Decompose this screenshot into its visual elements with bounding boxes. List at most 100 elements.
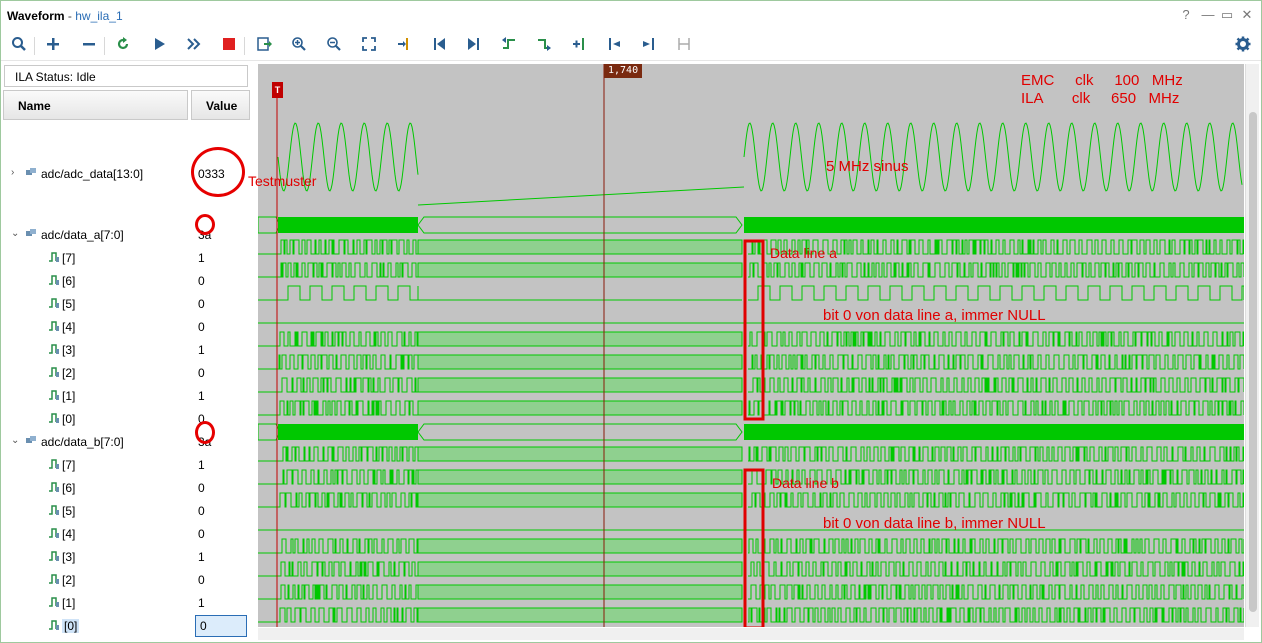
bus-icon <box>25 435 37 447</box>
toolbar <box>1 31 1261 61</box>
go-first-icon[interactable] <box>429 36 449 56</box>
minimize-icon[interactable]: — <box>1201 7 1215 22</box>
zoom-out-icon[interactable] <box>324 36 344 56</box>
signal-row-bit[interactable]: [4] 0 <box>1 316 256 338</box>
signal-row-bit[interactable]: [1] 1 <box>1 385 256 407</box>
expand-toggle-icon[interactable]: › <box>11 167 15 178</box>
stop-icon[interactable] <box>219 36 239 56</box>
signal-row-bit[interactable]: [0] 0 <box>1 408 256 430</box>
refresh-icon[interactable] <box>113 36 133 56</box>
vertical-scrollbar[interactable] <box>1245 64 1259 627</box>
data-a-bit-trace-hold <box>417 377 743 393</box>
signal-value: 1 <box>198 251 205 265</box>
signal-row-bit[interactable]: [1] 1 <box>1 592 256 614</box>
data-b-bit-trace-toggles <box>748 446 1244 462</box>
signal-value: 0 <box>198 573 205 587</box>
waveform-canvas[interactable] <box>258 64 1244 627</box>
prev-marker-icon[interactable] <box>604 36 624 56</box>
help-icon[interactable]: ? <box>1182 7 1190 22</box>
highlight-circle-data-a <box>195 214 215 235</box>
annotation-bit0-b: bit 0 von data line b, immer NULL <box>823 515 1046 532</box>
signal-row-bit[interactable]: [7] 1 <box>1 247 256 269</box>
annotation-data-line-b: Data line b <box>772 475 839 491</box>
data-b-bus-trace-segment <box>744 424 1244 440</box>
snap-icon[interactable] <box>674 36 694 56</box>
highlight-box-data-line-b <box>743 468 765 627</box>
signal-row-bit[interactable]: [2] 0 <box>1 569 256 591</box>
expand-toggle-icon[interactable]: ⌄ <box>11 435 20 446</box>
data-b-bit-trace-hold <box>417 469 743 485</box>
data-a-bit-trace-toggles <box>278 262 419 278</box>
signal-row-bit[interactable]: [0] 0 <box>1 615 256 637</box>
expand-toggle-icon[interactable]: ⌄ <box>11 228 20 239</box>
export-icon[interactable] <box>254 36 274 56</box>
bit-signal-icon <box>48 251 60 263</box>
trigger-marker[interactable]: T <box>272 82 283 98</box>
data-a-bit-trace-toggles <box>748 354 1244 370</box>
signal-value: 0 <box>198 274 205 288</box>
signal-name: [0] <box>62 619 80 633</box>
restore-icon[interactable]: ▭ <box>1220 7 1234 22</box>
bit-signal-icon <box>48 527 60 539</box>
cursor-label: 1,740 <box>604 64 643 78</box>
zoom-fit-icon[interactable] <box>359 36 379 56</box>
add-marker-icon[interactable] <box>569 36 589 56</box>
annotation-data-line-a: Data line a <box>770 245 837 261</box>
data-a-bit-trace-toggles <box>278 400 419 416</box>
signal-name: [6] <box>62 481 76 495</box>
signal-row-bit[interactable]: [2] 0 <box>1 362 256 384</box>
go-last-icon[interactable] <box>464 36 484 56</box>
signal-row-bit[interactable]: [3] 1 <box>1 339 256 361</box>
close-icon[interactable]: ✕ <box>1241 7 1253 22</box>
remove-icon[interactable] <box>79 36 99 56</box>
signal-name: adc/data_a[7:0] <box>41 228 124 242</box>
bus-icon <box>25 167 37 179</box>
signal-name: [5] <box>62 297 76 311</box>
ila-status: ILA Status: Idle <box>4 65 248 87</box>
horizontal-scrollbar[interactable] <box>258 628 1244 640</box>
data-b-bit-trace-toggles <box>748 469 1244 485</box>
signal-row-bit[interactable]: [6] 0 <box>1 477 256 499</box>
signal-row-bus[interactable]: ⌄ adc/data_a[7:0] 3a <box>1 224 256 246</box>
title-bar: Waveform - hw_ila_1 ? — ▭ ✕ <box>1 1 1261 30</box>
data-b-bit-trace-hold <box>417 607 743 623</box>
run-icon[interactable] <box>149 36 169 56</box>
signal-value: 0 <box>198 481 205 495</box>
adc-data-sine-trace <box>743 122 1243 192</box>
signal-value[interactable]: 0 <box>195 615 247 637</box>
signal-row-bit[interactable]: [5] 0 <box>1 500 256 522</box>
swap-marker-icon[interactable] <box>394 36 414 56</box>
highlight-box-data-line-a <box>743 239 765 421</box>
signal-value: 1 <box>198 458 205 472</box>
signal-value: 0 <box>198 527 205 541</box>
data-b-bit-trace-toggles <box>278 561 419 577</box>
bit-signal-icon <box>48 550 60 562</box>
run-all-icon[interactable] <box>184 36 204 56</box>
signal-name: [1] <box>62 389 76 403</box>
signal-row-bit[interactable]: [6] 0 <box>1 270 256 292</box>
bit-signal-icon <box>48 573 60 585</box>
signal-row-bit[interactable]: [4] 0 <box>1 523 256 545</box>
prev-transition-icon[interactable] <box>499 36 519 56</box>
signal-row-bit[interactable]: [3] 1 <box>1 546 256 568</box>
scrollbar-thumb[interactable] <box>1249 112 1257 612</box>
signal-value: 0 <box>198 366 205 380</box>
data-a-bit-trace-toggles <box>278 354 419 370</box>
data-a-bit-trace-toggles <box>278 285 419 301</box>
signal-row-bus[interactable]: ⌄ adc/data_b[7:0] 3a <box>1 431 256 453</box>
column-header-name[interactable]: Name <box>3 90 188 120</box>
next-marker-icon[interactable] <box>639 36 659 56</box>
signal-row-bit[interactable]: [7] 1 <box>1 454 256 476</box>
data-a-bit-trace-hold <box>417 331 743 347</box>
data-b-bit-trace-toggles <box>748 538 1244 554</box>
bit-signal-icon <box>48 274 60 286</box>
zoom-in-icon[interactable] <box>289 36 309 56</box>
signal-name: [2] <box>62 366 76 380</box>
next-transition-icon[interactable] <box>534 36 554 56</box>
settings-gear-icon[interactable] <box>1233 36 1253 56</box>
signal-value: 1 <box>198 389 205 403</box>
column-header-value[interactable]: Value <box>191 90 250 120</box>
search-icon[interactable] <box>9 36 29 56</box>
signal-row-bit[interactable]: [5] 0 <box>1 293 256 315</box>
add-icon[interactable] <box>43 36 63 56</box>
